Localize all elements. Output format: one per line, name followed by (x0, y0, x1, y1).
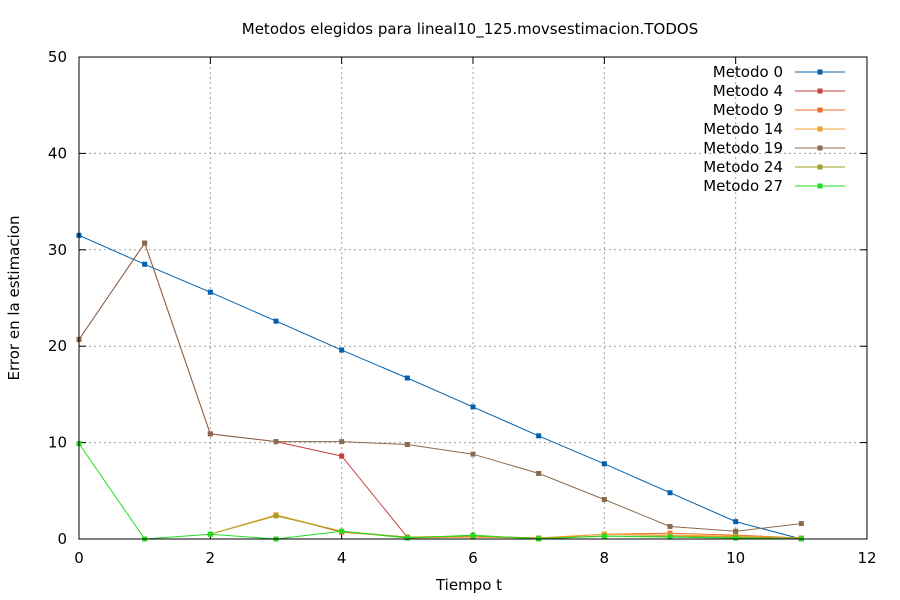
series-metodo-19 (76, 240, 804, 534)
legend-label: Metodo 14 (703, 120, 783, 138)
legend-marker (817, 164, 823, 170)
x-axis-title: Tiempo t (435, 576, 502, 594)
series-group (76, 232, 804, 542)
data-point (207, 431, 213, 437)
data-point (798, 521, 804, 527)
legend-label: Metodo 24 (703, 158, 783, 176)
legend-label: Metodo 9 (713, 101, 783, 119)
data-point (536, 470, 542, 476)
legend-label: Metodo 19 (703, 139, 783, 157)
data-point (733, 535, 739, 541)
grid (79, 57, 867, 539)
data-point (733, 519, 739, 525)
series-line (78, 443, 802, 540)
data-point (470, 404, 476, 410)
data-point (733, 528, 739, 534)
data-point (142, 261, 148, 267)
legend-label: Metodo 27 (703, 177, 783, 195)
data-point (273, 439, 279, 445)
data-point (601, 533, 607, 539)
chart-title: Metodos elegidos para lineal10_125.movse… (242, 20, 698, 39)
data-point (207, 289, 213, 295)
data-point (667, 523, 673, 529)
data-point (339, 453, 345, 459)
data-point (404, 442, 410, 448)
data-point (142, 240, 148, 246)
series-line (78, 241, 802, 532)
plot-frame (78, 56, 868, 540)
legend-marker (817, 88, 823, 94)
data-point (601, 461, 607, 467)
legend-marker (817, 69, 823, 75)
x-tick-label: 6 (468, 549, 478, 567)
legend-marker (817, 126, 823, 132)
y-tick-label: 50 (48, 48, 67, 66)
legend-marker (817, 145, 823, 151)
data-point (470, 532, 476, 538)
y-tick-label: 0 (57, 530, 67, 548)
x-tick-label: 4 (337, 549, 347, 567)
y-tick-label: 10 (48, 434, 67, 452)
legend-label: Metodo 4 (713, 82, 783, 100)
series-metodo-0 (76, 232, 804, 542)
data-point (339, 347, 345, 353)
data-point (339, 528, 345, 534)
data-point (667, 490, 673, 496)
data-point (273, 318, 279, 324)
data-point (339, 439, 345, 445)
data-point (601, 496, 607, 502)
x-tick-label: 2 (206, 549, 216, 567)
data-point (404, 375, 410, 381)
series-metodo-27 (76, 441, 804, 542)
axes: 0 2 4 6 8 10 12 0 10 20 30 40 50 (48, 48, 877, 567)
data-point (207, 531, 213, 537)
x-tick-label: 8 (600, 549, 610, 567)
y-tick-label: 30 (48, 241, 67, 259)
data-point (667, 534, 673, 540)
series-line (78, 241, 408, 538)
series-metodo-4 (76, 240, 410, 540)
y-axis-title: Error en la estimacion (5, 216, 23, 381)
data-point (536, 433, 542, 439)
series-line (275, 514, 802, 539)
x-tick-label: 12 (857, 549, 876, 567)
series-line (78, 234, 802, 540)
data-point (470, 451, 476, 457)
legend-marker (817, 183, 823, 189)
x-tick-label: 10 (726, 549, 745, 567)
legend-marker (817, 107, 823, 113)
y-tick-label: 40 (48, 144, 67, 162)
y-tick-label: 20 (48, 337, 67, 355)
data-point (404, 535, 410, 541)
x-tick-label: 0 (74, 549, 84, 567)
data-point (273, 513, 279, 519)
legend-label: Metodo 0 (713, 63, 783, 81)
